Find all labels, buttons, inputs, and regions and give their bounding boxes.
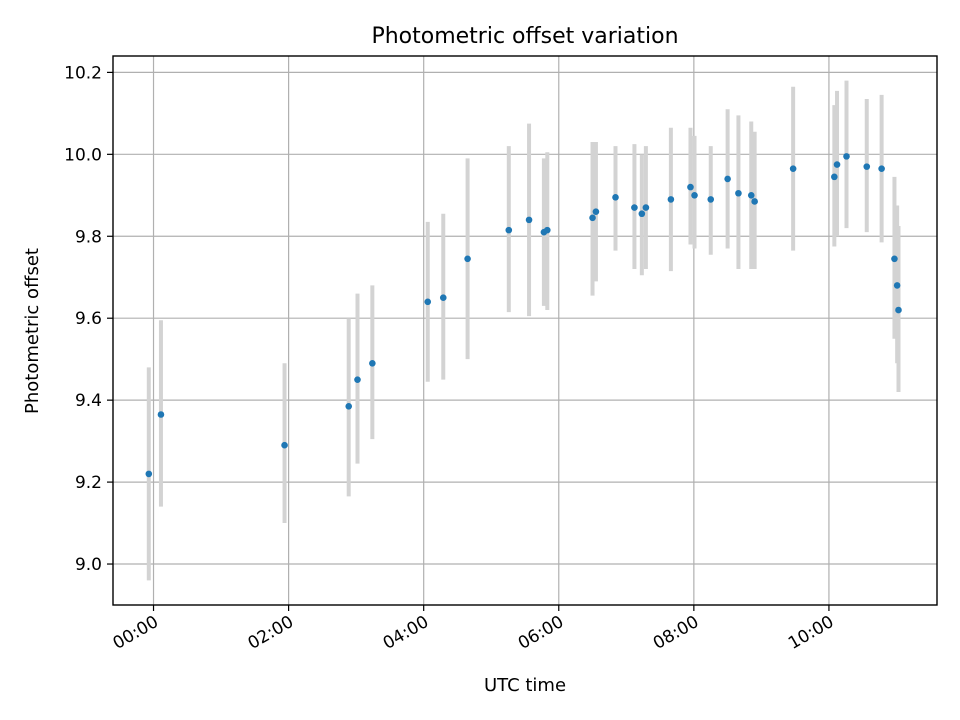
y-tick-label: 9.4 bbox=[75, 391, 102, 411]
data-point bbox=[424, 298, 432, 306]
data-point bbox=[751, 198, 758, 205]
data-point bbox=[895, 306, 902, 314]
data-point bbox=[439, 294, 447, 302]
data-point bbox=[638, 210, 646, 218]
chart-title: Photometric offset variation bbox=[371, 24, 678, 49]
data-point bbox=[525, 216, 533, 224]
data-point bbox=[543, 226, 551, 234]
data-point bbox=[354, 376, 361, 383]
data-point bbox=[891, 255, 898, 263]
x-tick-label: 04:00 bbox=[380, 612, 432, 654]
y-axis-label: Photometric offset bbox=[22, 248, 43, 414]
data-point bbox=[345, 402, 353, 410]
axis-ticks: 00:00 02:00 04:00 06:00 08:00 10:00 9.0 9.2 9.4 9… bbox=[64, 63, 837, 653]
data-point bbox=[281, 441, 288, 449]
data-point bbox=[724, 175, 731, 183]
y-tick-label: 9.0 bbox=[75, 555, 102, 575]
data-point bbox=[735, 189, 742, 197]
x-tick-label: 02:00 bbox=[245, 612, 297, 654]
data-point bbox=[831, 173, 838, 181]
data-point bbox=[642, 204, 650, 211]
data-point bbox=[157, 411, 165, 418]
data-point bbox=[687, 183, 694, 191]
data-point bbox=[612, 194, 619, 201]
data-point bbox=[369, 359, 376, 367]
data-point bbox=[833, 161, 841, 168]
data-point bbox=[707, 196, 715, 203]
y-tick-label: 9.8 bbox=[75, 227, 102, 247]
data-point bbox=[747, 191, 755, 199]
data-point bbox=[691, 191, 698, 199]
grid-lines bbox=[113, 56, 937, 605]
error-bars bbox=[146, 80, 901, 581]
data-point bbox=[631, 204, 638, 211]
x-tick-label: 00:00 bbox=[110, 612, 162, 654]
y-tick-label: 10.2 bbox=[64, 63, 102, 83]
data-point bbox=[592, 208, 600, 215]
data-point bbox=[878, 165, 885, 172]
data-point bbox=[505, 226, 513, 234]
x-tick-label: 06:00 bbox=[515, 612, 567, 654]
data-points bbox=[145, 153, 902, 478]
data-point bbox=[843, 153, 850, 160]
y-tick-label: 9.2 bbox=[75, 473, 102, 493]
data-point bbox=[464, 255, 471, 263]
data-point bbox=[863, 163, 871, 170]
data-point bbox=[589, 214, 596, 222]
x-axis-label: UTC time bbox=[484, 675, 566, 696]
plot-area-frame bbox=[112, 55, 938, 606]
data-point bbox=[789, 165, 797, 172]
x-tick-label: 10:00 bbox=[785, 612, 837, 654]
data-point bbox=[667, 196, 675, 203]
y-tick-label: 9.6 bbox=[75, 309, 102, 329]
y-tick-label: 10.0 bbox=[64, 145, 102, 165]
data-point bbox=[893, 282, 901, 289]
data-point bbox=[145, 470, 153, 478]
x-tick-label: 08:00 bbox=[650, 612, 702, 654]
